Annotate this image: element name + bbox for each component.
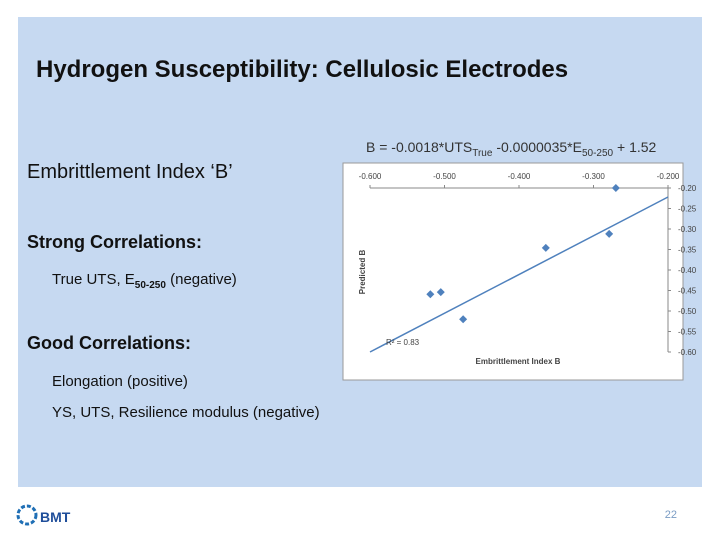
y-tick-label: -0.55 bbox=[678, 328, 697, 337]
data-point bbox=[436, 288, 445, 297]
equation-part: -0.0000035*E bbox=[492, 139, 582, 155]
y-tick-label: -0.40 bbox=[678, 266, 697, 275]
logo-icon bbox=[16, 504, 38, 526]
good-item: Elongation (positive) bbox=[52, 373, 188, 390]
logo: BMT bbox=[16, 504, 71, 526]
chart-frame bbox=[342, 162, 684, 381]
x-tick-label: -0.300 bbox=[582, 172, 605, 181]
y-tick-label: -0.20 bbox=[678, 184, 697, 193]
slide-title: Hydrogen Susceptibility: Cellulosic Elec… bbox=[36, 56, 568, 83]
item-part: True UTS, E bbox=[52, 271, 135, 288]
data-point bbox=[541, 243, 550, 252]
y-tick-label: -0.45 bbox=[678, 287, 697, 296]
item-sub: 50-250 bbox=[135, 280, 167, 291]
strong-heading: Strong Correlations: bbox=[27, 232, 202, 252]
x-tick-label: -0.400 bbox=[508, 172, 531, 181]
annotation: R² = 0.83 bbox=[386, 338, 420, 347]
trendline bbox=[369, 196, 669, 353]
data-point bbox=[459, 315, 468, 324]
y-tick-label: -0.60 bbox=[678, 348, 697, 357]
data-point bbox=[605, 229, 614, 238]
x-tick-label: -0.600 bbox=[359, 172, 382, 181]
chart: -0.600 -0.500 -0.400 -0.300 -0.200 -0.20 -0.25… bbox=[358, 172, 697, 366]
equation-sub: True bbox=[472, 148, 493, 159]
equation: B = -0.0018*UTSTrue -0.0000035*E50-250 +… bbox=[366, 139, 657, 159]
equation-part: B = -0.0018*UTS bbox=[366, 139, 472, 155]
equation-sub: 50-250 bbox=[582, 148, 614, 159]
y-axis-title: Predicted B bbox=[358, 250, 367, 295]
x-tick-label: -0.200 bbox=[657, 172, 680, 181]
y-tick-label: -0.30 bbox=[678, 225, 697, 234]
y-tick-label: -0.25 bbox=[678, 205, 697, 214]
page-number: 22 bbox=[665, 509, 677, 521]
strong-item: True UTS, E50-250 (negative) bbox=[52, 271, 237, 291]
x-tick-label: -0.500 bbox=[433, 172, 456, 181]
data-point bbox=[611, 184, 620, 192]
x-axis-title: Embrittlement Index B bbox=[476, 357, 561, 366]
good-heading: Good Correlations: bbox=[27, 333, 191, 353]
equation-part: + 1.52 bbox=[613, 139, 656, 155]
y-tick-label: -0.50 bbox=[678, 307, 697, 316]
y-tick-label: -0.35 bbox=[678, 246, 697, 255]
good-item: YS, UTS, Resilience modulus (negative) bbox=[52, 404, 320, 421]
logo-text: BMT bbox=[40, 509, 71, 525]
item-part: (negative) bbox=[166, 271, 237, 288]
data-point bbox=[426, 290, 435, 299]
heading: Embrittlement Index ‘B’ bbox=[27, 161, 233, 183]
